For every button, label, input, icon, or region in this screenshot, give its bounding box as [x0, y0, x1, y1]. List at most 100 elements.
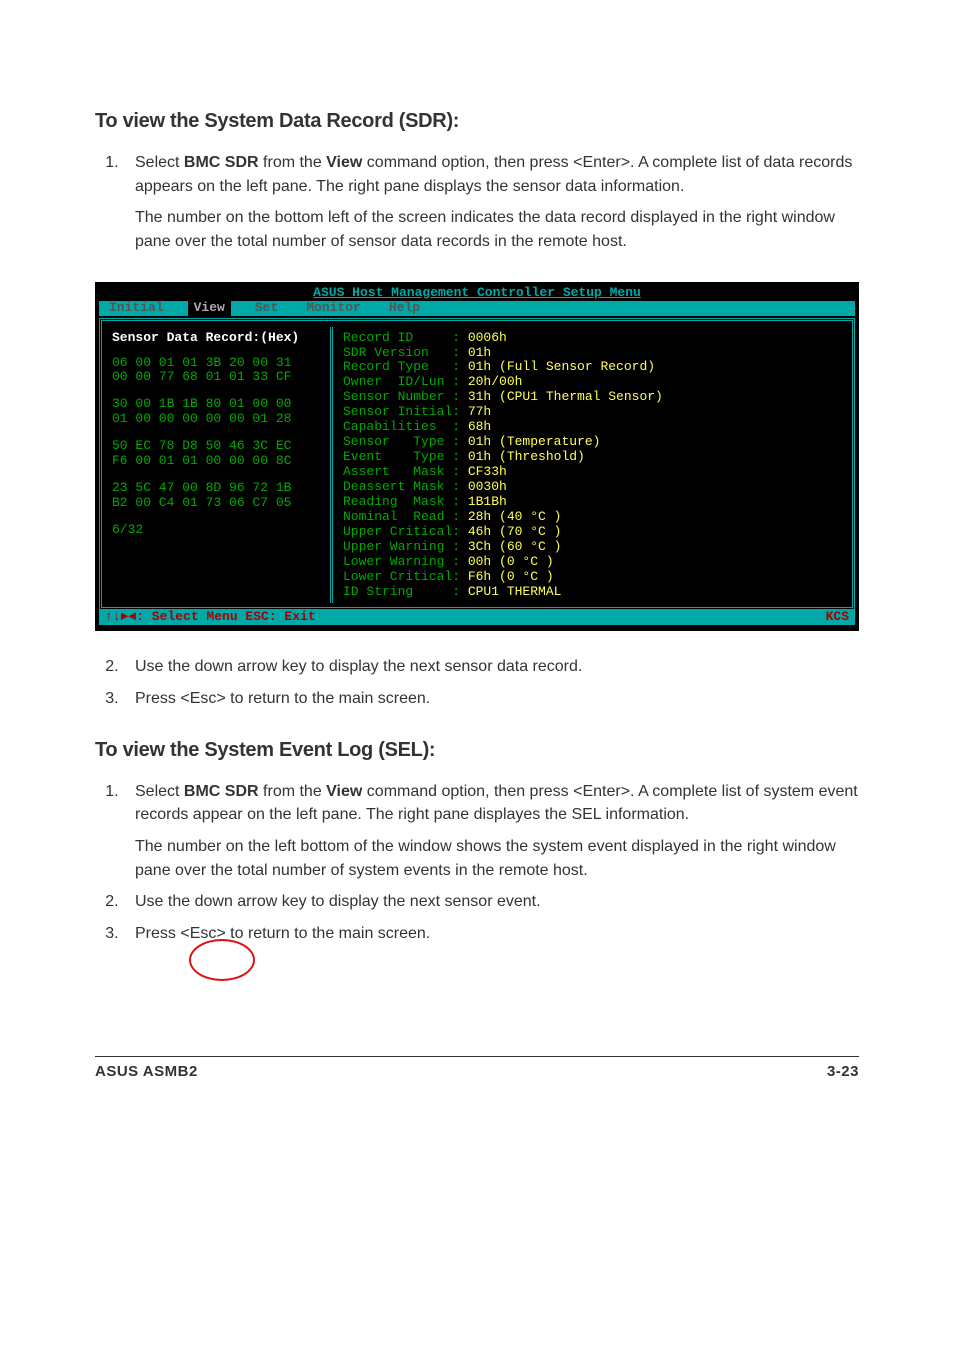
status-right: KCS [826, 610, 849, 625]
kv-line: Sensor Type : 01h (Temperature) [343, 435, 844, 450]
kv-value: 1B1Bh [468, 494, 507, 509]
text-bold: BMC SDR [184, 154, 259, 171]
footer-left: ASUS ASMB2 [95, 1063, 198, 1080]
kv-key: Upper Critical: [343, 524, 468, 539]
text-bold: View [326, 783, 362, 800]
kv-key: Sensor Number : [343, 389, 468, 404]
terminal-right-pane: Record ID : 0006hSDR Version : 01hRecord… [333, 327, 852, 604]
sel-step-1-para2: The number on the left bottom of the win… [135, 835, 859, 882]
kv-line: Capabilities : 68h [343, 420, 844, 435]
kv-line: Record ID : 0006h [343, 331, 844, 346]
terminal-status-bar: ↑↓►◄: Select Menu ESC: Exit KCS [99, 610, 855, 625]
kv-line: Assert Mask : CF33h [343, 465, 844, 480]
kv-key: Upper Warning : [343, 539, 468, 554]
kv-value: F6h (0 °C ) [468, 569, 554, 584]
menu-help: Help [385, 301, 424, 316]
kv-value: 0030h [468, 479, 507, 494]
kv-line: Nominal Read : 28h (40 °C ) [343, 510, 844, 525]
text: Press <Esc> to return to the main screen… [135, 922, 859, 946]
text: from the [259, 154, 327, 171]
sdr-step-1: Select BMC SDR from the View command opt… [123, 151, 859, 254]
text: from the [259, 783, 327, 800]
kv-line: Record Type : 01h (Full Sensor Record) [343, 360, 844, 375]
footer-right: 3-23 [827, 1063, 859, 1080]
text-bold: BMC SDR [184, 783, 259, 800]
sdr-left-header: Sensor Data Record:(Hex) [112, 331, 322, 346]
kv-line: Sensor Number : 31h (CPU1 Thermal Sensor… [343, 390, 844, 405]
kv-value: 0006h [468, 330, 507, 345]
sdr-step-2: Use the down arrow key to display the ne… [123, 655, 859, 679]
kv-value: 00h (0 °C ) [468, 554, 554, 569]
kv-key: ID String : [343, 584, 468, 599]
text: Use the down arrow key to display the ne… [135, 655, 859, 679]
record-counter: 6/32 [112, 523, 322, 538]
terminal-screenshot: ASUS Host Management Controller Setup Me… [95, 282, 859, 632]
sdr-steps: Select BMC SDR from the View command opt… [95, 151, 859, 254]
sel-step-1: Select BMC SDR from the View command opt… [123, 780, 859, 883]
kv-line: Event Type : 01h (Threshold) [343, 450, 844, 465]
kv-key: Capabilities : [343, 419, 468, 434]
text: Press <Esc> to return to the main screen… [135, 687, 859, 711]
kv-line: Upper Warning : 3Ch (60 °C ) [343, 540, 844, 555]
kv-value: CF33h [468, 464, 507, 479]
text: Select [135, 783, 184, 800]
kv-value: 68h [468, 419, 491, 434]
terminal-left-pane: Sensor Data Record:(Hex) 06 00 01 01 3B … [102, 327, 333, 604]
kv-line: Lower Critical: F6h (0 °C ) [343, 570, 844, 585]
kv-line: Upper Critical: 46h (70 °C ) [343, 525, 844, 540]
sdr-step-1-para2: The number on the bottom left of the scr… [135, 206, 859, 253]
kv-value: 46h (70 °C ) [468, 524, 562, 539]
kv-key: Lower Critical: [343, 569, 468, 584]
menu-set: Set [251, 301, 282, 316]
kv-line: Sensor Initial: 77h [343, 405, 844, 420]
sel-step-3: Press <Esc> to return to the main screen… [123, 922, 859, 946]
kv-value: 01h (Threshold) [468, 449, 585, 464]
terminal: ASUS Host Management Controller Setup Me… [95, 282, 859, 632]
page-footer: ASUS ASMB2 3-23 [95, 1056, 859, 1080]
sdr-steps-2: Use the down arrow key to display the ne… [95, 655, 859, 710]
kv-line: SDR Version : 01h [343, 346, 844, 361]
kv-key: Deassert Mask : [343, 479, 468, 494]
sdr-heading: To view the System Data Record (SDR): [95, 110, 859, 133]
kv-line: Reading Mask : 1B1Bh [343, 495, 844, 510]
text-bold: View [326, 154, 362, 171]
kv-key: Assert Mask : [343, 464, 468, 479]
kv-value: 77h [468, 404, 491, 419]
kv-key: Lower Warning : [343, 554, 468, 569]
kv-value: CPU1 THERMAL [468, 584, 562, 599]
hex-block-4: 23 5C 47 00 8D 96 72 1B B2 00 C4 01 73 0… [112, 481, 322, 511]
kv-key: Nominal Read : [343, 509, 468, 524]
kv-line: Owner ID/Lun : 20h/00h [343, 375, 844, 390]
kv-line: Lower Warning : 00h (0 °C ) [343, 555, 844, 570]
menu-monitor: Monitor [302, 301, 365, 316]
kv-key: Sensor Type : [343, 434, 468, 449]
sdr-step-3: Press <Esc> to return to the main screen… [123, 687, 859, 711]
text: Select [135, 154, 184, 171]
kv-key: Owner ID/Lun : [343, 374, 468, 389]
kv-value: 3Ch (60 °C ) [468, 539, 562, 554]
kv-line: Deassert Mask : 0030h [343, 480, 844, 495]
menu-view: View [188, 301, 231, 316]
kv-key: SDR Version : [343, 345, 468, 360]
sel-steps: Select BMC SDR from the View command opt… [95, 780, 859, 946]
terminal-title: ASUS Host Management Controller Setup Me… [99, 286, 855, 301]
kv-key: Record ID : [343, 330, 468, 345]
terminal-menu-bar: Initial View Set Monitor Help [99, 301, 855, 316]
sel-step-2: Use the down arrow key to display the ne… [123, 890, 859, 914]
hex-block-3: 50 EC 78 D8 50 46 3C EC F6 00 01 01 00 0… [112, 439, 322, 469]
kv-value: 01h (Full Sensor Record) [468, 359, 655, 374]
kv-value: 28h (40 °C ) [468, 509, 562, 524]
kv-key: Sensor Initial: [343, 404, 468, 419]
menu-initial: Initial [105, 301, 168, 316]
kv-key: Reading Mask : [343, 494, 468, 509]
text: Use the down arrow key to display the ne… [135, 890, 859, 914]
terminal-panes: Sensor Data Record:(Hex) 06 00 01 01 3B … [99, 318, 855, 611]
sel-heading: To view the System Event Log (SEL): [95, 739, 859, 762]
status-left: ↑↓►◄: Select Menu ESC: Exit [105, 610, 316, 625]
kv-value: 01h [468, 345, 491, 360]
kv-value: 01h (Temperature) [468, 434, 601, 449]
page-root: To view the System Data Record (SDR): Se… [0, 0, 954, 1130]
hex-block-1: 06 00 01 01 3B 20 00 31 00 00 77 68 01 0… [112, 356, 322, 386]
kv-value: 31h (CPU1 Thermal Sensor) [468, 389, 663, 404]
kv-key: Record Type : [343, 359, 468, 374]
